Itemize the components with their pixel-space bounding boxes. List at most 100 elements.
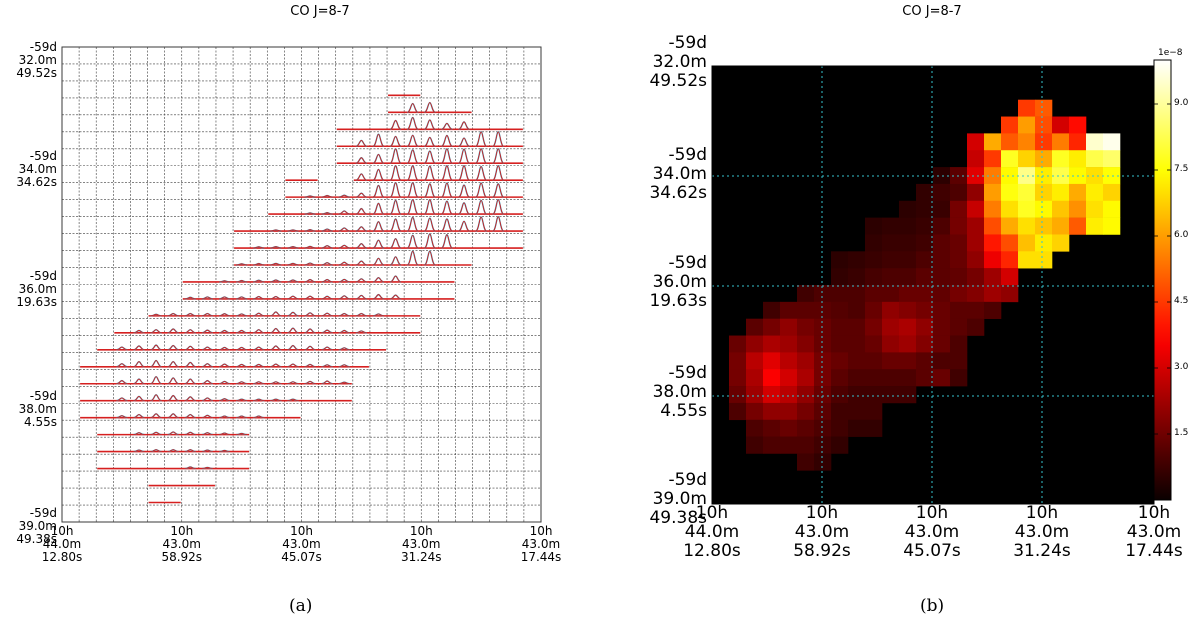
panel-a-spectrum-line	[458, 148, 470, 164]
panel-a-spectrum-line	[321, 212, 333, 215]
panel-b-heatmap-cell	[882, 217, 900, 235]
panel-a-spectrum-line	[424, 165, 436, 181]
panel-a-spectrum-line	[458, 137, 470, 147]
panel-a-spectrum-line	[219, 398, 231, 402]
panel-b-heatmap-cell	[746, 352, 764, 370]
panel-b-heatmap-cell	[1069, 217, 1087, 235]
panel-a-spectrum-line	[304, 328, 316, 334]
panel-a-spectrum-line	[150, 449, 162, 453]
panel-b-heatmap-cell	[933, 369, 951, 387]
panel-b-heatmap-cell	[848, 352, 866, 370]
panel-a-spectrum-line	[287, 246, 299, 249]
panel-a-spectrum-line	[270, 279, 282, 283]
panel-a-spectrum-line	[355, 173, 367, 181]
panel-a-spectrum-line	[270, 246, 282, 249]
panel-a-spectrum-line	[321, 346, 333, 351]
panel-a-spectrum-line	[219, 296, 231, 300]
panel-b-heatmap-cell	[899, 200, 917, 218]
panel-b-heatmap-cell	[1001, 167, 1019, 185]
panel-b-heatmap-cell	[814, 352, 832, 370]
panel-b-heatmap-cell	[1069, 183, 1087, 202]
panel-a-spectrum-line	[304, 212, 316, 215]
panel-a-spectrum-line	[372, 153, 385, 164]
panel-b-heatmap-cell	[780, 301, 798, 319]
panel-a-spectrum-line	[287, 279, 299, 283]
panel-b-heatmap-cell	[950, 369, 968, 387]
panel-a-spectrum-line	[321, 262, 333, 266]
panel-a-spectrum-line	[133, 345, 145, 351]
panel-b-heatmap-cell	[916, 251, 934, 269]
panel-a-spectrum-line	[321, 295, 333, 300]
panel-b-heatmap-cell	[848, 301, 866, 319]
panel-b-heatmap-cell	[865, 301, 883, 319]
panel-a-spectrum-line	[407, 117, 419, 130]
panel-a-spectrum-line	[287, 229, 299, 232]
panel-a-dec-tick-label: -59d 36.0m 19.63s	[16, 269, 57, 309]
panel-a-spectrum-line	[304, 312, 316, 317]
panel-b-caption: (b)	[920, 596, 945, 616]
panel-b-heatmap-cell	[865, 234, 883, 252]
panel-b-heatmap-cell	[848, 251, 866, 269]
panel-a-spectrum-line	[133, 378, 145, 385]
panel-a-spectrum-line	[407, 199, 419, 215]
panel-a-spectrum-line	[475, 166, 487, 181]
panel-a-spectrum-line	[133, 330, 145, 334]
panel-a-spectrum-line	[184, 378, 196, 385]
panel-b-heatmap-cell	[831, 268, 849, 286]
panel-b-heatmap-cell	[1103, 200, 1121, 218]
panel-b-heatmap-cell	[882, 251, 900, 269]
panel-b-heatmap-cell	[763, 301, 781, 319]
panel-b-ra-tick-label: 10h 43.0m 45.07s	[903, 503, 961, 561]
panel-b-heatmap-cell	[797, 318, 815, 336]
panel-b-heatmap-cell	[780, 386, 798, 404]
panel-a-spectrum-line	[355, 260, 367, 266]
panel-b-heatmap-cell	[984, 251, 1002, 269]
panel-b-heatmap-cell	[984, 133, 1002, 151]
panel-a-spectrum-line	[355, 139, 367, 147]
panel-a-spectrum-line	[338, 261, 350, 266]
panel-b-heatmap-cell	[1001, 150, 1019, 168]
panel-a-spectrum-line	[321, 329, 333, 334]
panel-b-heatmap-cell	[831, 402, 849, 421]
panel-b-heatmap-cell	[1052, 234, 1070, 252]
panel-b-heatmap-cell	[780, 352, 798, 370]
panel-a-spectrum-line	[253, 346, 265, 351]
panel-b-heatmap-cell	[950, 217, 968, 235]
panel-a-spectrum-line	[201, 432, 213, 436]
panel-a-spectrum-line	[321, 245, 333, 249]
panel-a-spectrum-line	[201, 414, 213, 419]
panel-b-heatmap-cell	[729, 386, 747, 404]
panel-b-heatmap-cell	[1086, 183, 1104, 202]
panel-a-spectrum-line	[167, 328, 179, 334]
panel-a-spectrum-line	[338, 194, 350, 198]
panel-a-spectrum-line	[219, 449, 231, 453]
panel-b-ra-tick-label: 10h 44.0m 12.80s	[683, 503, 741, 561]
panel-b-heatmap-cell	[1035, 150, 1053, 168]
panel-b-heatmap-cell	[848, 318, 866, 336]
panel-b-ra-tick-label: 10h 43.0m 17.44s	[1125, 503, 1183, 561]
panel-a-spectrum-line	[201, 466, 213, 470]
panel-b-heatmap-cell	[1018, 167, 1036, 185]
panel-a-spectrum-line	[201, 329, 213, 334]
panel-a-spectrum-line	[201, 346, 213, 351]
panel-a-spectrum-line	[287, 398, 299, 402]
panel-b-heatmap-cell	[967, 268, 985, 286]
panel-b-heatmap-cell	[831, 436, 849, 454]
colorbar-tick-label: 6.0	[1174, 230, 1189, 240]
panel-b-heatmap-cell	[1086, 217, 1104, 235]
panel-b-heatmap-cell	[1018, 99, 1036, 117]
panel-a-dec-tick-label: -59d 34.0m 34.62s	[16, 149, 57, 189]
panel-a-spectrum-line	[372, 313, 384, 317]
panel-a-spectrum-line	[372, 257, 385, 266]
panel-b-heatmap-cell	[1001, 217, 1019, 235]
panel-b-heatmap-cell	[984, 150, 1002, 168]
panel-a-caption: (a)	[289, 596, 313, 616]
panel-b-heatmap-cell	[1086, 167, 1104, 185]
panel-b-heatmap-cell	[950, 234, 968, 252]
panel-a-spectrum-line	[116, 380, 128, 385]
panel-a-ra-tick-label: 10h 43.0m 58.92s	[161, 524, 203, 564]
panel-b-heatmap-cell	[1018, 150, 1036, 168]
panel-a-spectrum-line	[287, 262, 299, 266]
panel-b-dec-tick-label: -59d 34.0m 34.62s	[649, 145, 707, 203]
panel-b-heatmap-cell	[933, 268, 951, 286]
